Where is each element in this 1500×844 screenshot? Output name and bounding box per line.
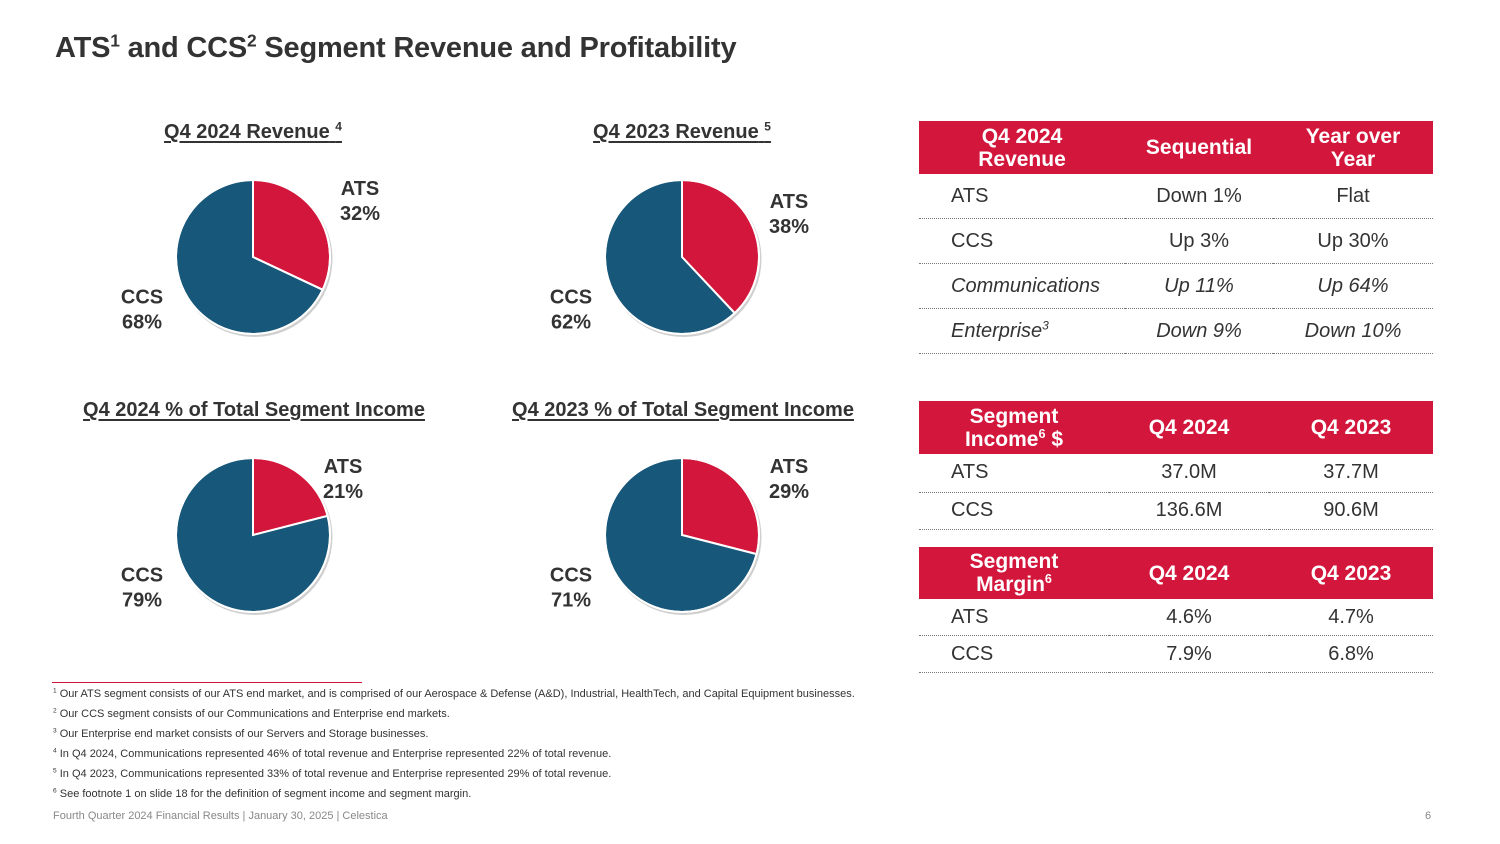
table-header: Segment Income6 $ bbox=[919, 401, 1109, 454]
table-row: ATS Down 1% Flat bbox=[919, 174, 1433, 219]
pie-outline bbox=[175, 457, 331, 613]
page-number: 6 bbox=[1425, 810, 1432, 822]
pie-label-ccs: CCS 71% bbox=[550, 564, 592, 611]
footnote: 1 Our ATS segment consists of our ATS en… bbox=[53, 687, 855, 700]
pie-label-ats: ATS 32% bbox=[340, 178, 380, 225]
pie-chart-q4-2024-income: ATS 21% CCS 79% bbox=[121, 456, 363, 615]
table-row: Communications Up 11% Up 64% bbox=[919, 263, 1433, 309]
table-row: ATS 37.0M 37.7M bbox=[919, 454, 1433, 493]
pie-outline bbox=[175, 179, 331, 335]
segment-income-table: Segment Income6 $ Q4 2024 Q4 2023 ATS 37.… bbox=[919, 401, 1433, 530]
pie-label-ccs: CCS 62% bbox=[550, 286, 592, 333]
table-header: Q4 2023 bbox=[1269, 401, 1433, 454]
table-row: CCS Up 3% Up 30% bbox=[919, 218, 1433, 264]
revenue-change-table: Q4 2024 Revenue Sequential Year over Yea… bbox=[919, 121, 1433, 354]
table-header: Q4 2024 bbox=[1109, 547, 1269, 599]
table-row: Enterprise3 Down 9% Down 10% bbox=[919, 308, 1433, 354]
chart-title-q4-2023-revenue: Q4 2023 Revenue 5 bbox=[593, 119, 771, 143]
footer-text: Fourth Quarter 2024 Financial Results | … bbox=[53, 810, 388, 822]
table-header: Q4 2023 bbox=[1269, 547, 1433, 599]
footnote: 5 In Q4 2023, Communications represented… bbox=[53, 767, 612, 780]
pie-label-ccs: CCS 79% bbox=[121, 564, 163, 611]
segment-margin-table: Segment Margin6 Q4 2024 Q4 2023 ATS 4.6% … bbox=[919, 547, 1433, 673]
footnote: 4 In Q4 2024, Communications represented… bbox=[53, 747, 612, 760]
page-title: ATS1 and CCS2 Segment Revenue and Profit… bbox=[55, 30, 737, 64]
pie-outline bbox=[604, 179, 760, 335]
table-header: Year over Year bbox=[1273, 121, 1433, 174]
footnote: 3 Our Enterprise end market consists of … bbox=[53, 727, 429, 740]
pie-chart-q4-2023-revenue: ATS 38% CCS 62% bbox=[550, 178, 809, 337]
pie-label-ats: ATS 29% bbox=[769, 456, 809, 503]
chart-title-q4-2023-income: Q4 2023 % of Total Segment Income bbox=[512, 399, 854, 421]
pie-label-ats: ATS 38% bbox=[769, 191, 809, 238]
pie-chart-q4-2024-revenue: ATS 32% CCS 68% bbox=[121, 178, 380, 337]
table-header: Q4 2024 Revenue bbox=[919, 121, 1125, 174]
table-header: Sequential bbox=[1125, 121, 1273, 174]
pie-outline bbox=[604, 457, 760, 613]
table-row: ATS 4.6% 4.7% bbox=[919, 599, 1433, 636]
table-header: Segment Margin6 bbox=[919, 547, 1109, 599]
chart-title-q4-2024-revenue: Q4 2024 Revenue 4 bbox=[164, 119, 342, 143]
footnote: 2 Our CCS segment consists of our Commun… bbox=[53, 707, 450, 720]
footnote: 6 See footnote 1 on slide 18 for the def… bbox=[53, 787, 472, 800]
footnotes: 1 Our ATS segment consists of our ATS en… bbox=[53, 686, 855, 806]
pie-chart-q4-2023-income: ATS 29% CCS 71% bbox=[550, 456, 809, 615]
footnote-divider bbox=[52, 682, 362, 683]
pie-label-ats: ATS 21% bbox=[323, 456, 363, 503]
table-header: Q4 2024 bbox=[1109, 401, 1269, 454]
chart-title-q4-2024-income: Q4 2024 % of Total Segment Income bbox=[83, 399, 425, 421]
table-row: CCS 136.6M 90.6M bbox=[919, 492, 1433, 530]
pie-label-ccs: CCS 68% bbox=[121, 286, 163, 333]
table-row: CCS 7.9% 6.8% bbox=[919, 635, 1433, 673]
